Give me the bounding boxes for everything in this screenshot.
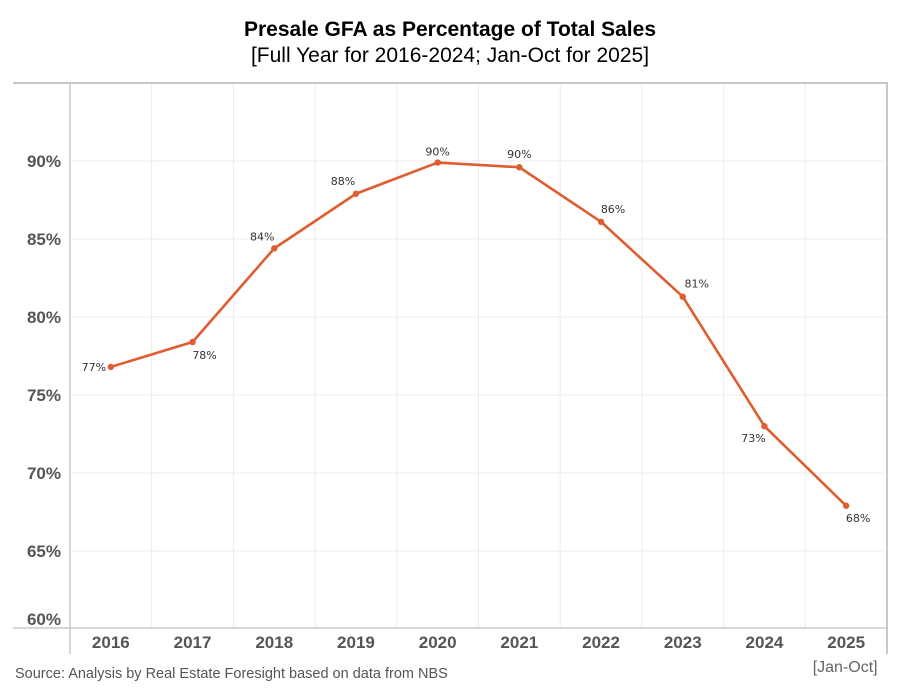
x-tick-label: 2018 — [255, 633, 293, 652]
data-label: 68% — [846, 512, 870, 525]
y-tick-label: 75% — [27, 386, 61, 405]
y-axis-ticks: 60% 65% 70% 75% 80% 85% 90% — [27, 152, 61, 629]
x-tick-label: 2016 — [92, 633, 130, 652]
data-point — [352, 190, 360, 197]
series-line-path — [110, 161, 848, 507]
data-point — [597, 218, 605, 226]
data-label: 90% — [425, 146, 449, 159]
data-label: 86% — [601, 203, 625, 216]
data-point — [842, 502, 850, 509]
data-point — [761, 423, 768, 430]
data-labels: 77% 78% 84% 88% 90% 90% 86% 81% 73% 68% — [82, 146, 871, 525]
series-line — [110, 161, 848, 507]
data-point — [434, 159, 441, 166]
y-tick-label: 60% — [27, 610, 61, 629]
gridlines — [70, 83, 887, 628]
x-axis-ticks: 2016 2017 2018 2019 2020 2021 2022 2023 2024 2025… — [92, 633, 878, 676]
x-tick-label: 2020 — [419, 633, 457, 652]
source-note: Source: Analysis by Real Estate Foresigh… — [15, 666, 448, 682]
x-tick-label: 2025 — [827, 633, 865, 652]
data-label: 88% — [331, 175, 355, 188]
y-tick-label: 80% — [27, 308, 61, 327]
data-label: 73% — [741, 432, 765, 445]
x-tick-label: 2023 — [664, 633, 702, 652]
chart-frame — [13, 82, 888, 654]
data-label: 81% — [685, 278, 709, 291]
y-tick-label: 65% — [27, 542, 61, 561]
data-point — [516, 164, 523, 171]
data-point — [679, 293, 686, 300]
chart-subtitle: [Full Year for 2016-2024; Jan-Oct for 20… — [250, 44, 650, 67]
x-tick-label: 2019 — [337, 633, 375, 652]
data-points — [107, 159, 850, 509]
data-point — [107, 363, 115, 371]
chart-title: Presale GFA as Percentage of Total Sales — [243, 18, 656, 41]
x-tick-label: 2022 — [582, 633, 620, 652]
y-tick-label: 90% — [27, 152, 61, 171]
data-label: 84% — [250, 230, 274, 243]
x-tick-label: 2017 — [174, 633, 212, 652]
data-label: 78% — [192, 349, 216, 362]
x-tick-label: 2021 — [500, 633, 538, 652]
x-tick-sublabel: [Jan-Oct] — [813, 659, 878, 676]
data-label: 90% — [507, 148, 531, 161]
data-label: 77% — [82, 361, 106, 374]
data-point — [271, 245, 278, 252]
data-point — [189, 338, 196, 346]
y-tick-label: 70% — [27, 464, 61, 483]
x-tick-label: 2024 — [746, 633, 784, 652]
y-tick-label: 85% — [27, 230, 61, 249]
